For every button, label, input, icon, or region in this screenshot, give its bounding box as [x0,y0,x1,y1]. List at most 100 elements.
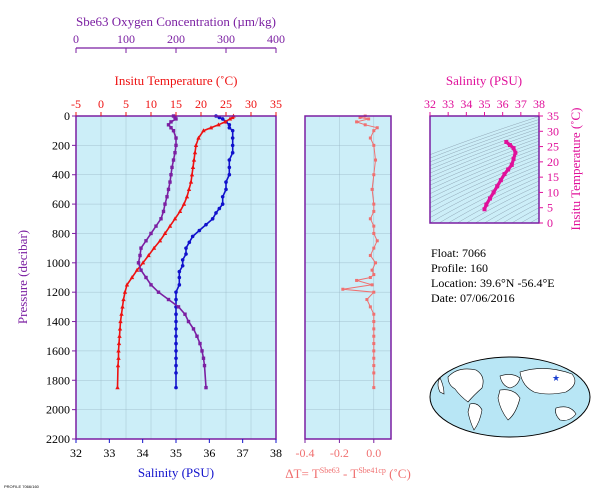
temperature-point [119,311,124,316]
salinity-tick-label: 34 [137,446,149,460]
oxygen-point [186,319,191,324]
delta-point [368,217,372,221]
temperature-point [181,201,187,206]
delta-point [372,209,376,213]
ts-point [511,146,516,151]
salinity-point [197,228,202,233]
oxygen-point [166,187,171,192]
temperature-point [146,253,151,258]
oxygen-point [149,283,153,287]
temperature-point [192,150,198,155]
pressure-tick-label: 1400 [46,315,70,329]
ts-temperature-title: Insitu Temperature (˚C) [568,107,583,230]
temperature-point [189,172,195,177]
delta-line [342,115,379,388]
salinity-point [174,312,178,317]
oxygen-point [169,120,173,124]
delta-panel-background [305,116,391,439]
salinity-point [174,327,178,331]
oxygen-point [174,117,178,121]
temperature-point [191,157,197,162]
ts-salinity-title: Salinity (PSU) [446,73,522,88]
delta-point [372,349,376,353]
oxygen-point [170,165,174,170]
ts-point [502,172,507,177]
temperature-tick-label: 30 [245,97,257,111]
continent-asia [519,368,576,395]
temperature-point [162,231,168,236]
delta-point [374,261,378,265]
delta-point [367,117,371,121]
ts-salinity-tick-label: 34 [460,97,472,111]
temperature-point [177,209,183,214]
temperature-tick-label: 5 [123,97,129,111]
salinity-point [230,143,235,148]
delta-point [372,386,376,390]
salinity-point [184,252,188,256]
temperature-point [121,297,126,302]
density-contour [465,184,539,223]
oxygen-point [191,327,196,331]
temperature-point [222,119,228,124]
temperature-point [190,164,196,169]
delta-point [372,202,376,206]
temperature-point [124,282,130,287]
delta-point [341,287,345,291]
temperature-point [201,128,206,133]
salinity-point [174,385,178,390]
oxygen-point [138,253,142,258]
delta-point [368,136,372,140]
temperature-tick-label: -5 [71,97,81,111]
temperature-point [134,267,140,272]
density-contour [430,150,539,199]
temperature-axis: -5 0 5 10 15 20 25 30 35 [71,97,282,116]
salinity-tick-label: 33 [103,446,115,460]
delta-point [372,231,376,235]
delta-point [365,298,369,302]
temperature-point [167,223,173,228]
temperature-tick-label: 0 [98,97,104,111]
salinity-point [220,117,225,121]
temperature-axis-title: Insitu Temperature (˚C) [114,73,237,88]
salinity-point [180,263,185,268]
temperature-point [188,179,194,184]
oxygen-point [144,239,148,243]
location-label: Location: 39.6°N -56.4°E [431,276,555,290]
density-contour [430,116,539,155]
delta-point [372,224,376,228]
ts-salinity-tick-label: 38 [533,97,545,111]
oxygen-point [183,312,187,316]
delta-point [363,123,367,127]
salinity-point [227,123,232,127]
salinity-tick-label: 32 [70,446,82,460]
oxygen-line [137,115,207,388]
delta-point [372,320,376,324]
ts-salinity-tick-label: 32 [424,97,436,111]
ts-point [495,184,500,189]
delta-point [372,356,376,360]
footnote: PROFILE 7066/160 [4,484,39,489]
temperature-point [193,142,199,147]
continent-south-america [467,403,483,431]
temperature-tick-label: 15 [170,97,182,111]
delta-point [374,158,378,162]
oxygen-point [195,334,199,338]
density-contour [430,119,539,159]
profile-series [115,113,236,390]
date-label: Date: 07/06/2016 [431,291,515,305]
temperature-point [122,289,128,294]
ts-salinity-tick-label: 37 [515,97,527,111]
density-contour [484,193,539,223]
profile-label: Profile: 160 [431,261,488,275]
pressure-tick-label: 400 [52,168,70,182]
delta-point [372,129,376,133]
density-contour [430,128,539,170]
oxygen-point [166,297,171,302]
oxygen-point [169,173,173,177]
ts-point [513,150,518,155]
delta-point [372,290,376,294]
temperature-tick-label: 20 [195,97,207,111]
temperature-point [208,125,214,130]
density-contour [430,134,539,178]
delta-point [372,173,376,177]
